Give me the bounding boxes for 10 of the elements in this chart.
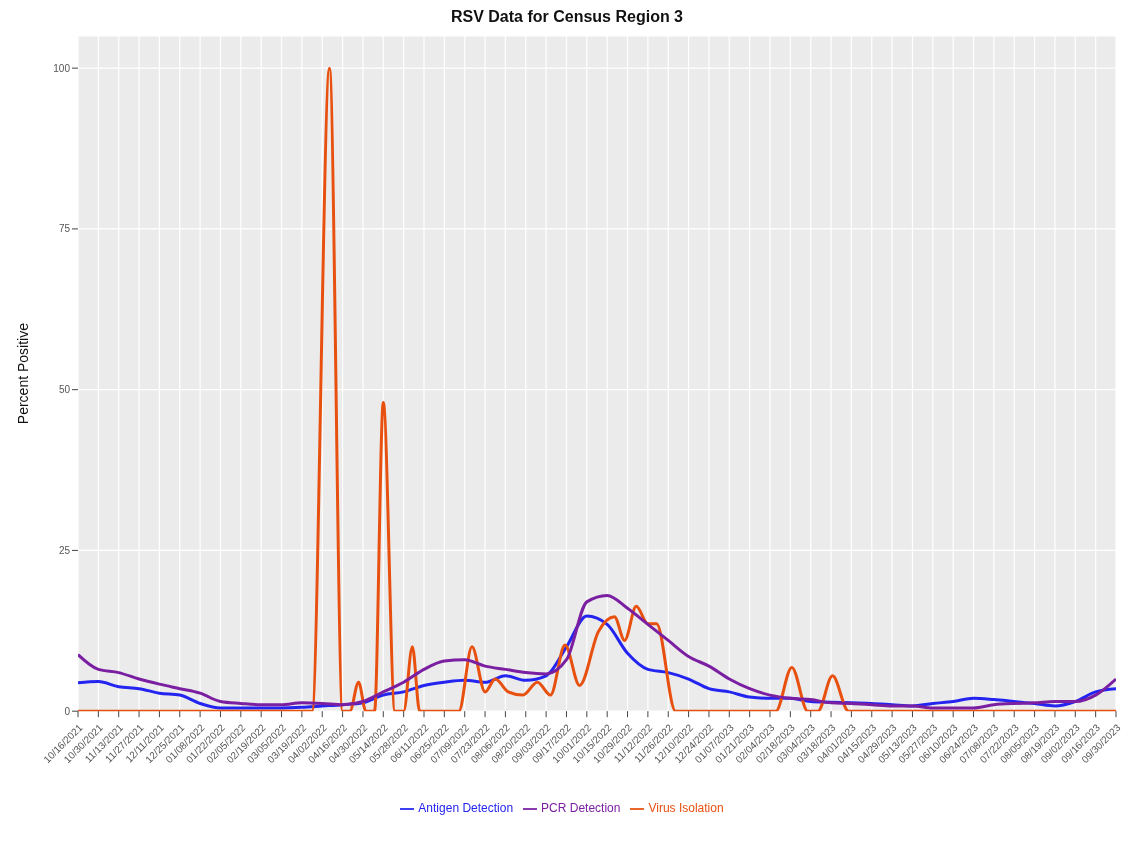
y-tick-label: 50	[58, 384, 71, 396]
y-tick-label: 100	[53, 62, 71, 74]
legend-label: PCR Detection	[541, 801, 621, 816]
chart-title: RSV Data for Census Region 3	[449, 8, 684, 26]
y-tick-label: 75	[58, 223, 71, 235]
y-tick-label: 0	[64, 705, 71, 717]
y-axis-title: Percent Positive	[14, 322, 31, 425]
legend-label: Antigen Detection	[418, 801, 514, 816]
y-tick-label: 25	[58, 544, 71, 556]
legend-label: Virus Isolation	[648, 801, 724, 816]
